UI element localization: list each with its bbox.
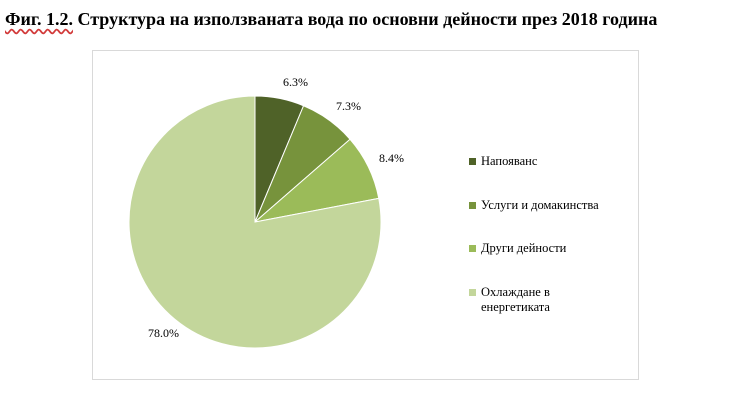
legend-item-2: Услуги и домакинства xyxy=(469,198,616,213)
data-label-2: 7.3% xyxy=(336,99,361,113)
pie-slice-4 xyxy=(128,95,382,349)
pie-chart: 6.3% 7.3% 8.4% 78.0% xyxy=(128,75,404,349)
legend-swatch xyxy=(469,202,476,209)
data-label-4: 78.0% xyxy=(148,326,179,340)
legend-item-3: Други дейности xyxy=(469,241,616,256)
pie-data-labels: 6.3% 7.3% 8.4% 78.0% xyxy=(148,75,404,340)
legend-item-1: Напояванс xyxy=(469,154,616,169)
data-label-3: 8.4% xyxy=(379,151,404,165)
data-label-1: 6.3% xyxy=(283,75,308,89)
legend-swatch xyxy=(469,245,476,252)
figure-title: Фиг. 1.2. Структура на използваната вода… xyxy=(5,9,735,30)
legend-swatch xyxy=(469,289,476,296)
figure-title-text: Структура на използваната вода по основн… xyxy=(77,9,658,29)
figure-number: Фиг. 1.2. xyxy=(5,9,73,29)
legend-item-4: Охлаждане в енергетиката xyxy=(469,285,616,315)
legend-label: Услуги и домакинства xyxy=(481,198,599,212)
legend-swatch xyxy=(469,158,476,165)
legend-label: Охлаждане в енергетиката xyxy=(481,285,550,314)
legend-label: Други дейности xyxy=(481,241,567,255)
legend-label: Напояванс xyxy=(481,154,538,168)
chart-area: 6.3% 7.3% 8.4% 78.0% Напояванс Услуги и дома… xyxy=(92,50,639,380)
pie-slices xyxy=(128,95,382,349)
